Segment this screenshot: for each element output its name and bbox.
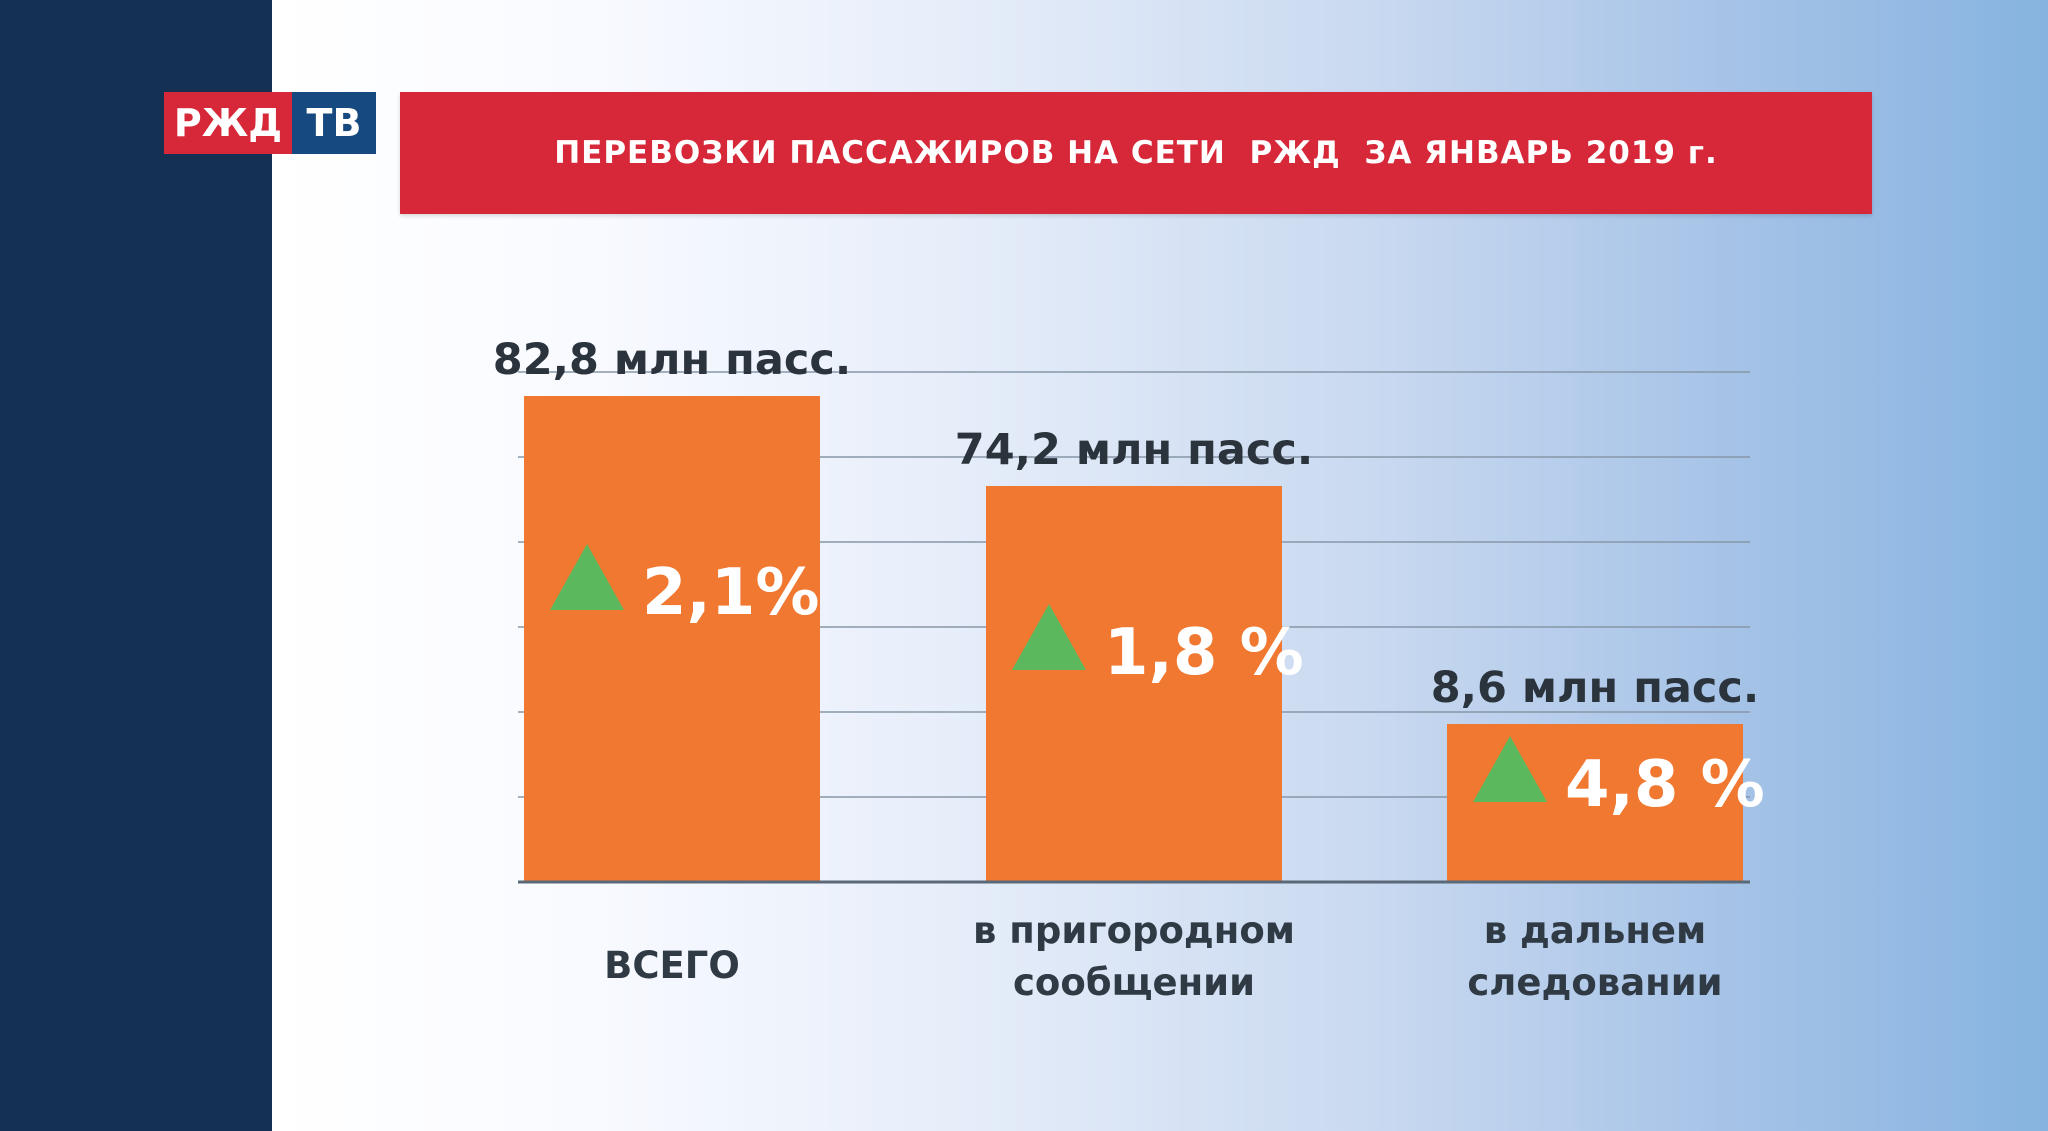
category-label: следовании <box>1467 961 1722 1004</box>
up-arrow-icon <box>550 544 624 610</box>
bar-change-label: 4,8 % <box>1565 748 1765 822</box>
logo-tv: ТВ <box>292 92 376 154</box>
rzd-tv-logo: РЖД ТВ <box>164 92 376 154</box>
bar <box>1447 724 1743 882</box>
bar-value-label: 74,2 млн пасс. <box>955 425 1313 475</box>
up-arrow-icon <box>1012 604 1086 670</box>
logo-rzd: РЖД <box>164 92 292 154</box>
left-panel <box>0 0 272 1131</box>
category-label: ВСЕГО <box>604 944 740 987</box>
category-label: сообщении <box>1013 961 1255 1004</box>
bar-change-label: 2,1% <box>642 556 820 630</box>
bar-value-label: 8,6 млн пасс. <box>1431 663 1760 713</box>
title-banner: ПЕРЕВОЗКИ ПАССАЖИРОВ НА СЕТИ РЖД ЗА ЯНВА… <box>400 92 1872 214</box>
category-label: в дальнем <box>1484 909 1707 952</box>
bar <box>524 396 820 882</box>
category-label: в пригородном <box>973 909 1295 952</box>
bar-value-label: 82,8 млн пасс. <box>493 335 851 385</box>
bar <box>986 486 1282 882</box>
chart-title: ПЕРЕВОЗКИ ПАССАЖИРОВ НА СЕТИ РЖД ЗА ЯНВА… <box>554 135 1718 171</box>
up-arrow-icon <box>1473 736 1547 802</box>
bar-change-label: 1,8 % <box>1104 616 1304 690</box>
